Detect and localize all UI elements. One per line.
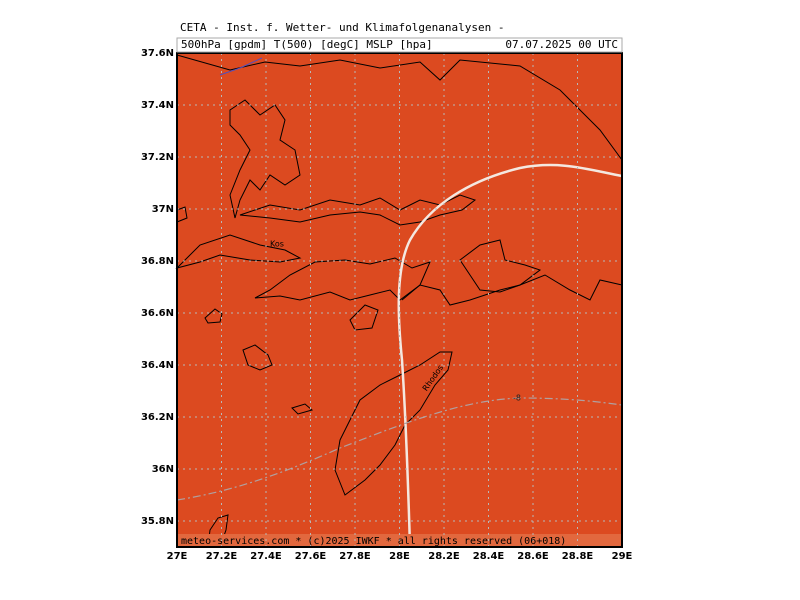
y-tick-label: 36.2N [141,412,174,423]
x-tick-label: 27E [167,551,188,562]
y-tick-label: 36.6N [141,308,174,319]
x-tick-label: 28.4E [473,551,505,562]
x-tick-label: 28.2E [428,551,460,562]
y-tick-label: 35.8N [141,516,174,527]
y-tick-label: 37.6N [141,48,174,59]
x-tick-label: 27.4E [250,551,282,562]
geopotential-contour [397,163,623,548]
place-label: Kos [270,240,284,249]
header-box [176,37,623,53]
map-frame [176,52,623,548]
contour-label: -8 [513,394,521,403]
y-tick-label: 37.2N [141,152,174,163]
y-tick-label: 36N [152,464,174,475]
header-valid: 07.07.2025 00 UTC [505,38,618,51]
x-tick-label: 28.6E [517,551,549,562]
x-tick-label: 27.8E [339,551,371,562]
x-tick-label: 27.6E [295,551,327,562]
y-tick-label: 37.4N [141,100,174,111]
x-tick-label: 27.2E [206,551,238,562]
y-tick-label: 36.8N [141,256,174,267]
header-title: CETA - Inst. f. Wetter- und Klimafolgena… [180,21,505,34]
x-tick-label: 29E [612,551,633,562]
x-tick-label: 28.8E [562,551,594,562]
header-fields: 500hPa [gpdm] T(500) [degC] MSLP [hpa] [181,38,433,51]
footer-text: meteo-services.com * (c)2025 IWKF * all … [181,536,566,547]
x-tick-label: 28E [389,551,410,562]
y-tick-label: 37N [152,204,174,215]
y-tick-label: 36.4N [141,360,174,371]
temperature-contour [176,397,623,501]
